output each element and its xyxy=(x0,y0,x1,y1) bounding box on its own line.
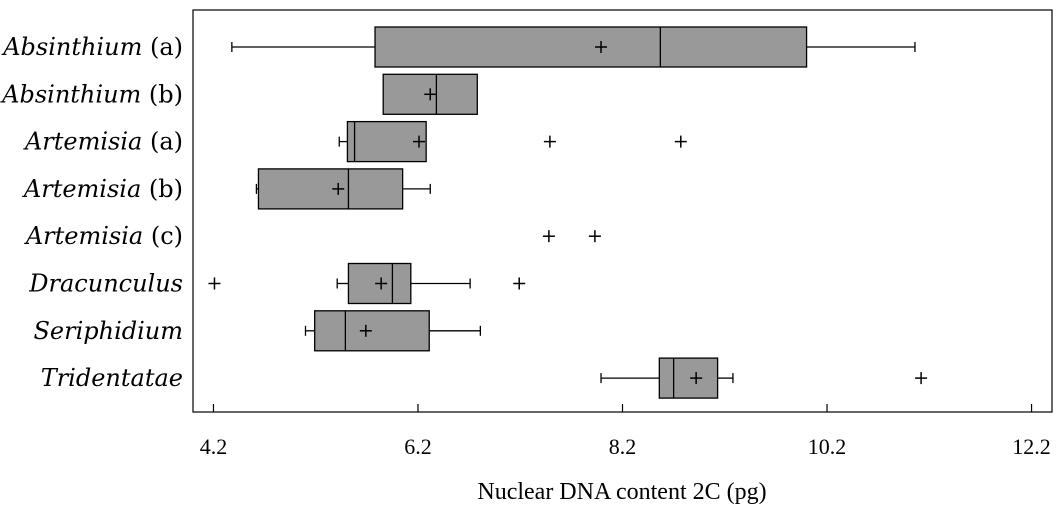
x-tick-label: 6.2 xyxy=(404,434,432,459)
x-tick-label: 12.2 xyxy=(1012,434,1051,459)
outlier-marker xyxy=(513,277,526,290)
iqr-box xyxy=(658,357,719,399)
x-axis: 4.2 6.2 8.2 10.2 12.2 xyxy=(200,404,1051,459)
category-label: Absinthium (b) xyxy=(0,80,183,108)
category-label: Absinthium (a) xyxy=(1,33,183,61)
category-genus: Artemisia xyxy=(24,222,143,250)
outlier-marker xyxy=(208,277,221,290)
category-genus: Artemisia xyxy=(22,175,141,203)
category-label: Tridentatae xyxy=(41,364,183,392)
box-row xyxy=(542,230,601,243)
iqr-box xyxy=(257,168,404,210)
mean-marker xyxy=(690,372,703,385)
category-suffix: (b) xyxy=(141,80,183,108)
iqr-box xyxy=(374,26,808,68)
mean-marker xyxy=(332,182,345,195)
iqr-box xyxy=(314,310,430,352)
outlier-marker xyxy=(543,135,556,148)
x-tick-label: 10.2 xyxy=(808,434,847,459)
box-row xyxy=(255,168,431,210)
box-row xyxy=(304,310,482,352)
box-row xyxy=(600,357,928,399)
boxplot-series xyxy=(208,26,928,399)
y-axis-categories: Absinthium (a)Absinthium (b)Artemisia (a… xyxy=(0,33,183,392)
x-axis-title: Nuclear DNA content 2C (pg) xyxy=(477,479,766,505)
category-genus: Absinthium xyxy=(1,33,142,61)
x-tick-label: 4.2 xyxy=(200,434,228,459)
category-genus: Artemisia xyxy=(23,128,142,156)
outlier-marker xyxy=(915,372,928,385)
category-label: Artemisia (c) xyxy=(24,222,183,250)
outlier-marker xyxy=(542,230,555,243)
category-label: Artemisia (b) xyxy=(22,175,183,203)
mean-marker xyxy=(595,41,608,53)
category-label: Artemisia (a) xyxy=(23,128,183,156)
box-row xyxy=(338,120,687,163)
category-genus: Seriphidium xyxy=(33,317,183,345)
plot-area-frame xyxy=(192,9,1053,413)
category-suffix: (a) xyxy=(142,128,183,156)
x-tick-label: 8.2 xyxy=(609,434,637,459)
box-row xyxy=(382,73,478,115)
mean-marker xyxy=(375,277,388,290)
box-row xyxy=(208,262,526,305)
category-suffix: (b) xyxy=(141,175,183,203)
box-row xyxy=(231,26,916,68)
category-label: Dracunculus xyxy=(28,270,183,298)
category-genus: Tridentatae xyxy=(41,364,183,392)
mean-marker xyxy=(412,135,425,148)
category-genus: Absinthium xyxy=(0,80,141,108)
category-label: Seriphidium xyxy=(33,317,183,345)
outlier-marker xyxy=(674,135,687,148)
outlier-marker xyxy=(588,230,601,243)
category-suffix: (a) xyxy=(142,33,183,61)
mean-marker xyxy=(424,88,437,101)
category-suffix: (c) xyxy=(143,222,183,250)
category-genus: Dracunculus xyxy=(28,270,183,298)
mean-marker xyxy=(359,324,372,337)
